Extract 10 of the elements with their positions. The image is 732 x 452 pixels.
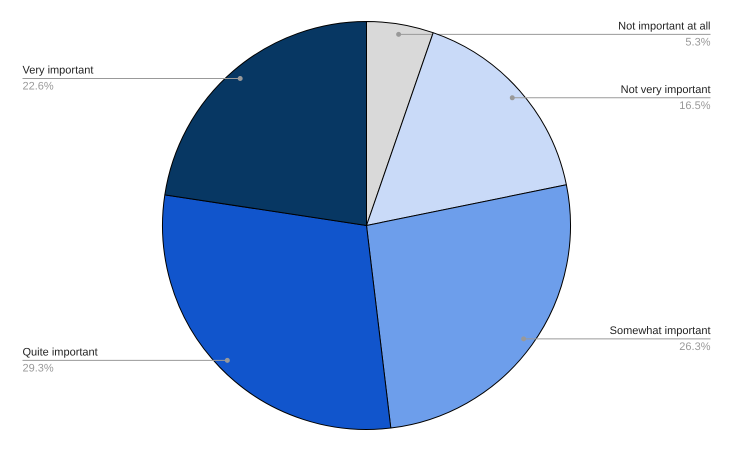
data-label: 16.5% (679, 100, 711, 112)
data-label: 22.6% (22, 80, 54, 93)
slice-label: Very important (22, 64, 94, 77)
slice-label: Somewhat important (610, 324, 711, 337)
data-label: 26.3% (679, 340, 711, 353)
slice-label: Not important at all (618, 20, 711, 32)
slice-label: Not very important (620, 84, 711, 96)
data-label: 5.3% (685, 36, 711, 48)
data-label: 29.3% (22, 362, 54, 374)
slice-label: Quite important (22, 346, 98, 358)
